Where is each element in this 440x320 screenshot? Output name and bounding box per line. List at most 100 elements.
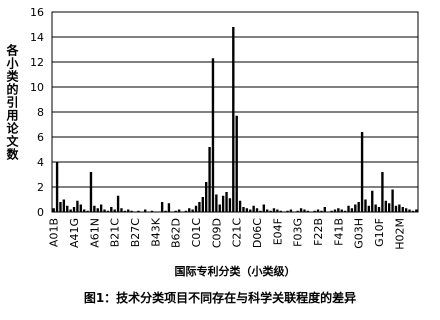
- bar: [367, 205, 371, 212]
- bar: [144, 209, 147, 212]
- bar: [408, 209, 411, 212]
- bar: [384, 200, 387, 212]
- y-tick-label: 8: [37, 106, 44, 119]
- bar: [388, 203, 391, 212]
- bar: [232, 27, 235, 212]
- x-tick-label: F41B: [332, 218, 345, 246]
- bar: [242, 207, 245, 212]
- bar: [93, 205, 96, 212]
- bar: [235, 115, 238, 212]
- bar: [76, 200, 79, 212]
- bar: [150, 210, 154, 212]
- bar: [177, 209, 181, 212]
- bar: [225, 192, 228, 212]
- bar: [333, 209, 337, 212]
- bar: [62, 199, 66, 212]
- x-tick-label: A01B: [48, 218, 61, 247]
- bar: [113, 209, 116, 212]
- bar: [103, 209, 106, 212]
- bar: [354, 204, 357, 212]
- bar: [377, 207, 381, 212]
- bar: [106, 210, 110, 212]
- bar: [120, 208, 123, 212]
- bar: [96, 208, 99, 212]
- bar: [296, 210, 299, 212]
- bar: [205, 182, 208, 212]
- bar: [357, 202, 360, 212]
- bar: [191, 209, 194, 212]
- x-tick-label: G10F: [373, 218, 386, 247]
- x-tick-label: B43K: [149, 217, 162, 247]
- y-tick-label: 12: [30, 56, 44, 69]
- bar: [110, 207, 113, 212]
- bar: [364, 199, 367, 212]
- bar: [194, 205, 198, 212]
- bar: [381, 172, 384, 212]
- x-tick-label: F03G: [292, 218, 305, 247]
- bar: [52, 208, 55, 212]
- bar: [184, 210, 188, 212]
- y-tick-label: 6: [37, 131, 44, 144]
- bar: [127, 209, 130, 212]
- bar: [201, 197, 204, 212]
- bar: [398, 204, 401, 212]
- bar: [89, 172, 93, 212]
- bar: [340, 209, 343, 212]
- bar: [208, 147, 211, 212]
- bar: [259, 210, 262, 212]
- x-tick-label: E04F: [271, 218, 284, 245]
- x-axis-label: 国际专利分类（小类级）: [175, 264, 296, 278]
- x-tick-label: G03H: [353, 218, 366, 249]
- bar: [83, 209, 86, 212]
- bar: [415, 209, 418, 212]
- y-tick-label: 0: [37, 206, 44, 219]
- bar: [55, 162, 59, 212]
- bar: [116, 195, 120, 212]
- bar: [174, 210, 177, 212]
- x-tick-label: H02M: [393, 218, 406, 250]
- bar: [249, 209, 252, 212]
- y-tick-label: 10: [30, 81, 44, 94]
- bar: [394, 205, 398, 212]
- bar: [167, 203, 171, 212]
- bar: [323, 207, 326, 212]
- bar: [360, 132, 364, 212]
- bar: [137, 210, 140, 212]
- bar: [86, 210, 89, 212]
- x-tick-label: B21C: [109, 218, 122, 248]
- bar: [286, 210, 289, 212]
- bar: [299, 208, 303, 212]
- x-tick-label: F22B: [312, 218, 325, 246]
- x-tick-label: C01C: [190, 218, 203, 248]
- bar: [72, 207, 76, 212]
- bar: [66, 205, 69, 212]
- bar: [279, 210, 282, 212]
- bar: [266, 209, 269, 212]
- x-tick-label: C09D: [210, 218, 223, 248]
- bar: [188, 208, 191, 212]
- x-tick-label: D06C: [251, 218, 264, 248]
- bar: [245, 208, 249, 212]
- bar: [221, 195, 225, 212]
- bar: [69, 209, 72, 212]
- bar: [228, 198, 232, 212]
- bar: [330, 210, 333, 212]
- caption: 图1：技术分类项目不同存在与科学关联程度的差异: [84, 290, 356, 305]
- bar: [198, 202, 201, 212]
- bar: [262, 204, 265, 212]
- bar: [130, 210, 133, 212]
- bar: [337, 208, 340, 212]
- bar: [215, 194, 218, 212]
- bar: [306, 210, 310, 212]
- y-tick-label: 4: [37, 156, 44, 169]
- bar: [272, 208, 276, 212]
- x-tick-label: C21C: [231, 218, 244, 248]
- bar: [411, 210, 415, 212]
- bar: [371, 190, 374, 212]
- bar: [391, 189, 394, 212]
- bar: [123, 210, 127, 212]
- bar: [59, 202, 62, 212]
- bar: [211, 58, 215, 212]
- bar: [343, 210, 347, 212]
